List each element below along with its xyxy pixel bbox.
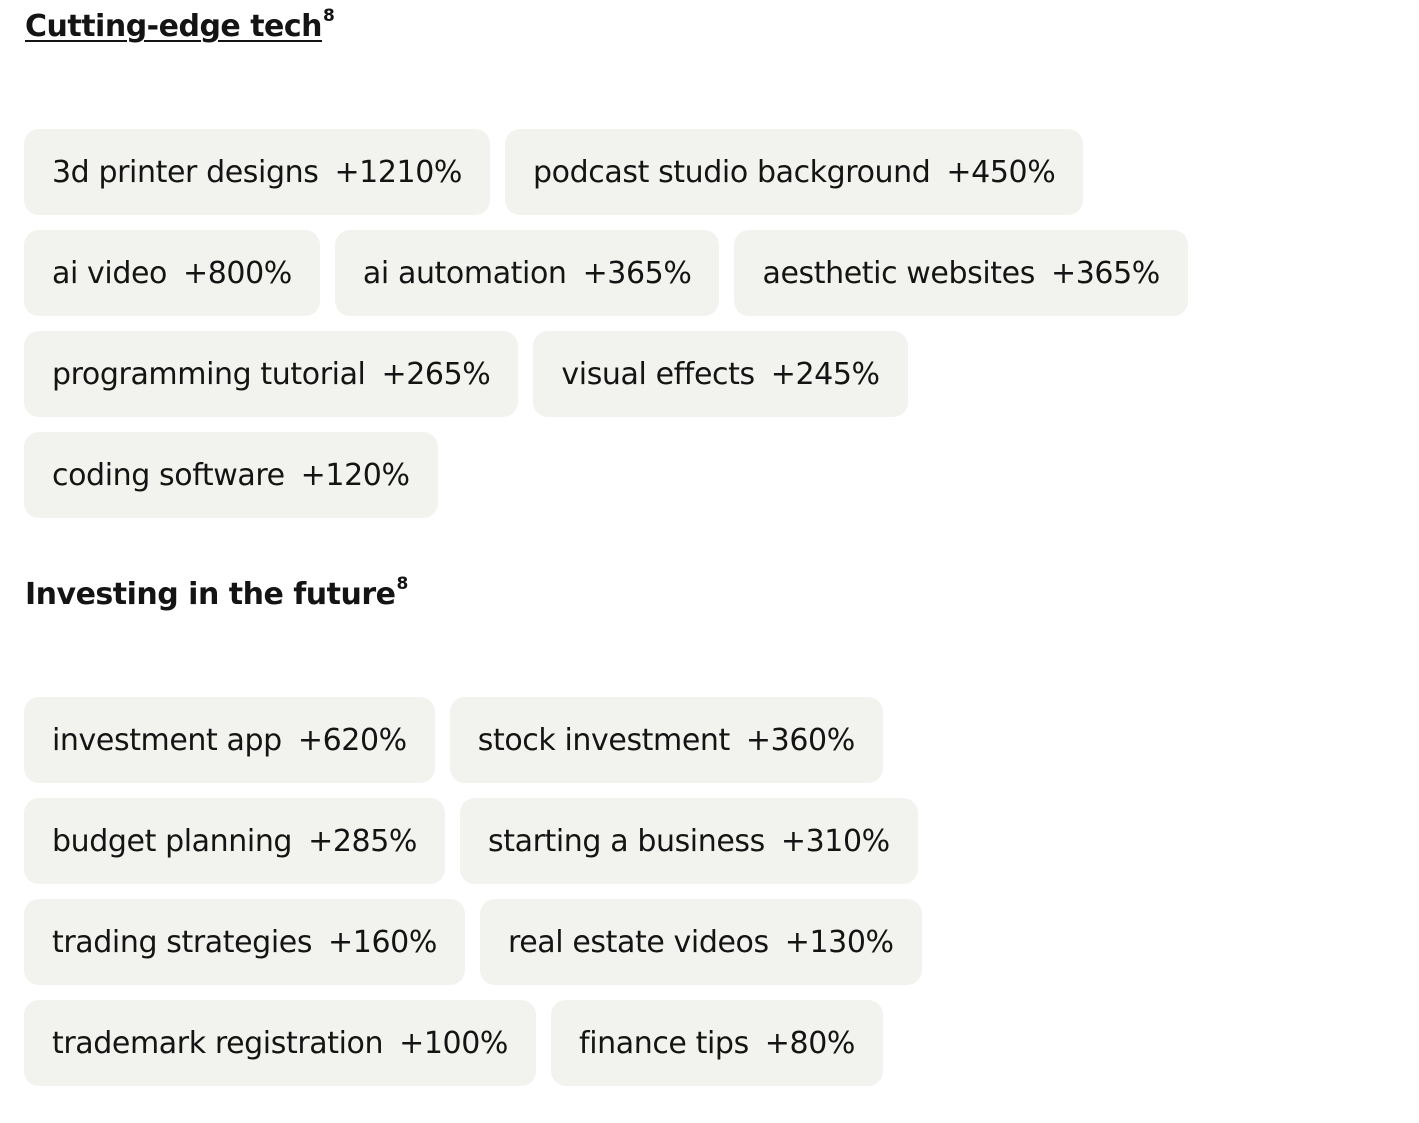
trend-tag[interactable]: trading strategies +160% [24, 899, 465, 985]
tag-label: real estate videos [507, 924, 769, 960]
tag-label: coding software [52, 457, 285, 493]
trend-tag[interactable]: ai video +800% [24, 230, 320, 316]
tag-label: podcast studio background [533, 154, 931, 190]
tag-growth: +1210% [334, 154, 463, 190]
tag-row: budget planning +285% starting a business… [24, 798, 1274, 884]
tag-growth: +620% [297, 722, 407, 758]
tag-label: budget planning [52, 823, 293, 859]
tag-growth: +365% [582, 255, 692, 291]
tag-group-investing-in-the-future: investment app +620% stock investment +360… [24, 697, 1274, 1101]
tag-row: trading strategies +160% real estate vide… [24, 899, 1274, 985]
tag-label: investment app [52, 722, 282, 758]
trend-tag[interactable]: ai automation +365% [334, 230, 720, 316]
tag-growth: +365% [1050, 255, 1160, 291]
trend-tag[interactable]: coding software +120% [24, 432, 438, 518]
tag-growth: +450% [946, 154, 1056, 190]
tag-row: investment app +620% stock investment +360… [24, 697, 1274, 783]
tag-label: starting a business [488, 823, 765, 859]
trend-tag[interactable]: trademark registration +100% [24, 1000, 537, 1086]
tag-growth: +360% [745, 722, 855, 758]
trend-tag[interactable]: budget planning +285% [24, 798, 445, 884]
tag-group-cutting-edge-tech: 3d printer designs +1210% podcast studio … [24, 129, 1274, 533]
tag-row: coding software +120% [24, 432, 1274, 518]
trend-tag[interactable]: stock investment +360% [449, 697, 883, 783]
tag-row: ai video +800% ai automation +365% aesthet… [24, 230, 1274, 316]
footnote-marker: 8 [396, 574, 409, 594]
trend-tag[interactable]: 3d printer designs +1210% [24, 129, 491, 215]
tag-label: finance tips [579, 1025, 749, 1061]
section-title-text: Investing in the future [25, 577, 396, 612]
tag-label: stock investment [477, 722, 731, 758]
trend-tag[interactable]: aesthetic websites +365% [734, 230, 1188, 316]
tag-growth: +80% [764, 1025, 856, 1061]
tag-growth: +130% [784, 924, 894, 960]
trend-tag[interactable]: podcast studio background +450% [505, 129, 1084, 215]
tag-growth: +310% [780, 823, 890, 859]
tag-label: trading strategies [52, 924, 313, 960]
trend-tag[interactable]: real estate videos +130% [479, 899, 922, 985]
tag-growth: +120% [300, 457, 410, 493]
tag-label: ai automation [362, 255, 567, 291]
tag-label: 3d printer designs [52, 154, 319, 190]
tag-label: trademark registration [52, 1025, 384, 1061]
tag-growth: +285% [308, 823, 417, 859]
footnote-marker: 8 [323, 6, 335, 26]
tag-row: trademark registration +100% finance tips… [24, 1000, 1274, 1086]
section-title-investing-in-the-future: Investing in the future8 [25, 576, 408, 612]
tag-label: visual effects [561, 356, 755, 392]
tag-label: programming tutorial [52, 356, 366, 392]
tag-growth: +245% [770, 356, 880, 392]
trend-tag[interactable]: starting a business +310% [460, 798, 918, 884]
tag-growth: +265% [381, 356, 491, 392]
section-title-cutting-edge-tech[interactable]: Cutting-edge tech8 [25, 8, 335, 44]
tag-row: programming tutorial +265% visual effects… [24, 331, 1274, 417]
tag-growth: +800% [183, 255, 292, 291]
trend-tag[interactable]: finance tips +80% [551, 1000, 884, 1086]
section-title-text: Cutting-edge tech [25, 9, 323, 44]
tag-row: 3d printer designs +1210% podcast studio … [24, 129, 1274, 215]
tag-label: ai video [52, 255, 167, 291]
tag-growth: +160% [328, 924, 437, 960]
trend-tag[interactable]: programming tutorial +265% [24, 331, 519, 417]
trend-tag[interactable]: visual effects +245% [533, 331, 908, 417]
tag-label: aesthetic websites [762, 255, 1035, 291]
tag-growth: +100% [399, 1025, 509, 1061]
trend-tag[interactable]: investment app +620% [24, 697, 435, 783]
